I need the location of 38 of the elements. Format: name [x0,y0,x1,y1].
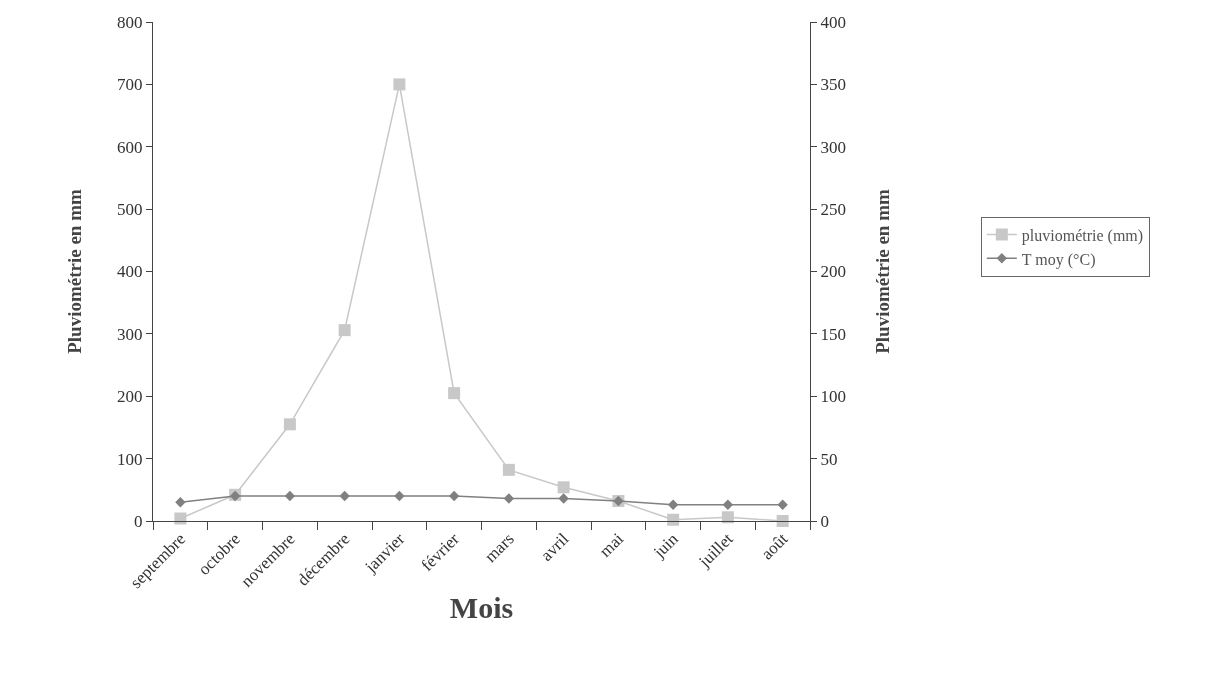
y-tick-label: 300 [117,324,143,344]
y2-tick-label: 200 [820,262,846,282]
x-tick-label: juin [649,528,683,563]
point [557,481,570,494]
y-tick-label: 600 [117,137,143,157]
y-tick-label: 700 [117,75,143,95]
y2-tick-label: 150 [820,324,846,344]
y2-tick-label: 400 [820,12,846,32]
x-tick-label: août [757,529,792,564]
y-tick-label: 0 [134,511,143,531]
x-tick-label: mars [480,529,518,567]
y2-axis-title: Pluviométrie en mm [871,189,893,354]
y-tick-label: 500 [117,200,143,220]
y2-tick-label: 0 [820,511,829,531]
y-tick-label: 400 [117,262,143,282]
point [338,324,351,337]
x-axis-title: Mois [449,590,514,624]
y2-tick-label: 100 [820,387,846,407]
point [776,515,789,527]
legend-label: pluviométrie (mm) [1021,226,1144,245]
point [283,418,296,431]
y-axis-title: Pluviométrie en mm [63,189,85,354]
point [393,78,406,91]
y2-tick-label: 300 [820,137,846,157]
point [448,387,461,400]
y-tick-label: 100 [117,449,143,469]
point [502,463,515,476]
point [174,512,187,525]
legend-label: T moy (°C) [1021,250,1096,269]
x-tick-label: avril [537,529,573,565]
point [721,511,734,524]
point [667,513,680,526]
y-tick-label: 200 [117,387,143,407]
y2-tick-label: 250 [820,200,846,220]
y2-tick-label: 350 [820,75,846,95]
x-tick-label: mai [595,529,628,561]
y-tick-label: 800 [117,12,143,32]
y2-tick-label: 50 [820,449,838,469]
